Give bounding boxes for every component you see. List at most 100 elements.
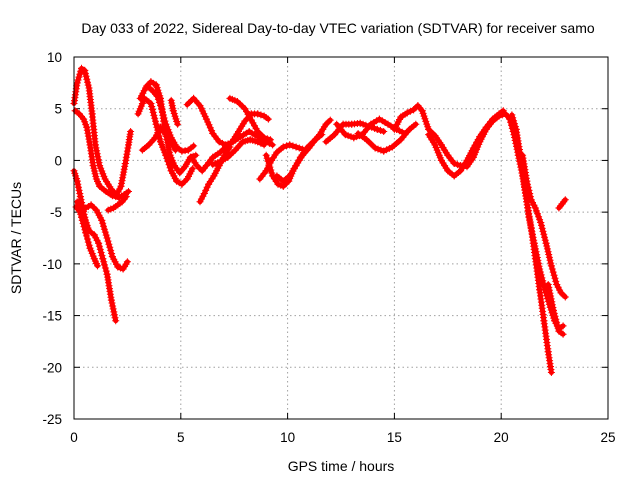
data-point	[268, 169, 276, 177]
data-point	[99, 255, 107, 263]
data-point	[524, 180, 531, 188]
x-tick-label: 20	[494, 430, 509, 445]
data-point	[109, 305, 117, 313]
data-point	[266, 163, 274, 171]
data-point	[127, 128, 135, 135]
series-arc-17	[228, 110, 272, 146]
data-point	[100, 222, 107, 230]
series-arc-20	[273, 131, 326, 185]
data-point	[534, 256, 542, 264]
data-point	[263, 135, 271, 143]
data-point	[82, 72, 90, 80]
data-point	[559, 322, 567, 330]
data-point	[200, 190, 208, 197]
data-point	[112, 317, 120, 325]
data-point	[84, 81, 92, 89]
data-point	[174, 120, 182, 128]
data-point	[531, 242, 539, 250]
data-point	[94, 262, 101, 270]
y-tick-label: -20	[42, 360, 62, 375]
data-point	[73, 79, 81, 87]
data-point	[538, 274, 546, 282]
data-point	[153, 92, 161, 100]
data-point	[548, 265, 556, 273]
data-point	[102, 267, 110, 275]
data-point	[550, 306, 557, 314]
data-point	[547, 262, 555, 270]
data-point	[549, 304, 557, 311]
data-point	[375, 115, 383, 123]
data-point	[380, 147, 388, 155]
y-tick-label: -5	[50, 205, 62, 220]
series-arc-25	[425, 107, 507, 180]
chart-title: Day 033 of 2022, Sidereal Day-to-day VTE…	[81, 20, 594, 36]
data-point	[147, 100, 155, 107]
series-trace	[355, 121, 419, 154]
data-point	[75, 183, 82, 191]
data-point	[523, 177, 531, 185]
data-point	[511, 123, 519, 130]
data-point	[549, 268, 557, 276]
data-point	[77, 210, 85, 218]
data-point	[534, 210, 541, 218]
data-point	[107, 246, 115, 254]
data-point	[84, 132, 92, 140]
data-point	[76, 193, 84, 201]
data-point	[257, 111, 265, 119]
data-point	[84, 78, 91, 86]
data-point	[550, 271, 558, 279]
data-point	[95, 239, 103, 247]
data-point	[474, 136, 482, 143]
data-point	[257, 139, 265, 147]
data-point	[73, 198, 81, 206]
data-point	[453, 161, 461, 169]
data-point	[160, 114, 168, 122]
data-point	[403, 109, 411, 117]
data-point	[539, 277, 547, 285]
data-point	[83, 232, 91, 240]
y-tick-label: 0	[54, 153, 62, 168]
data-point	[125, 188, 132, 195]
data-point	[121, 162, 129, 170]
data-series	[70, 64, 569, 376]
data-point	[546, 256, 554, 264]
data-point	[406, 107, 414, 115]
series-arc-13	[188, 143, 230, 175]
data-point	[156, 135, 164, 143]
data-point	[81, 69, 89, 77]
data-point	[172, 146, 179, 154]
data-point	[83, 75, 91, 83]
data-point	[450, 160, 458, 167]
data-point	[79, 220, 87, 227]
data-point	[508, 111, 516, 119]
data-point	[554, 324, 562, 332]
data-point	[269, 141, 277, 149]
data-point	[538, 221, 545, 229]
data-point	[550, 309, 558, 317]
x-tick-label: 25	[600, 430, 615, 445]
data-point	[73, 177, 81, 185]
data-point	[103, 234, 111, 242]
series-arc-10	[138, 123, 179, 154]
data-point	[75, 73, 83, 81]
data-point	[95, 159, 103, 167]
data-point	[85, 241, 93, 249]
data-point	[545, 283, 553, 291]
data-point	[532, 245, 539, 253]
data-point	[74, 201, 82, 209]
data-point	[97, 249, 105, 256]
data-point	[538, 224, 546, 232]
data-point	[381, 119, 389, 126]
data-point	[387, 122, 395, 130]
data-point	[367, 120, 375, 128]
data-point	[532, 207, 540, 215]
data-point	[254, 110, 262, 118]
data-point	[84, 238, 92, 246]
data-point	[265, 160, 273, 168]
data-point	[166, 164, 174, 172]
data-point	[318, 131, 326, 139]
data-point	[539, 227, 547, 235]
data-point	[100, 258, 108, 266]
data-point	[77, 196, 85, 204]
data-point	[81, 226, 89, 234]
